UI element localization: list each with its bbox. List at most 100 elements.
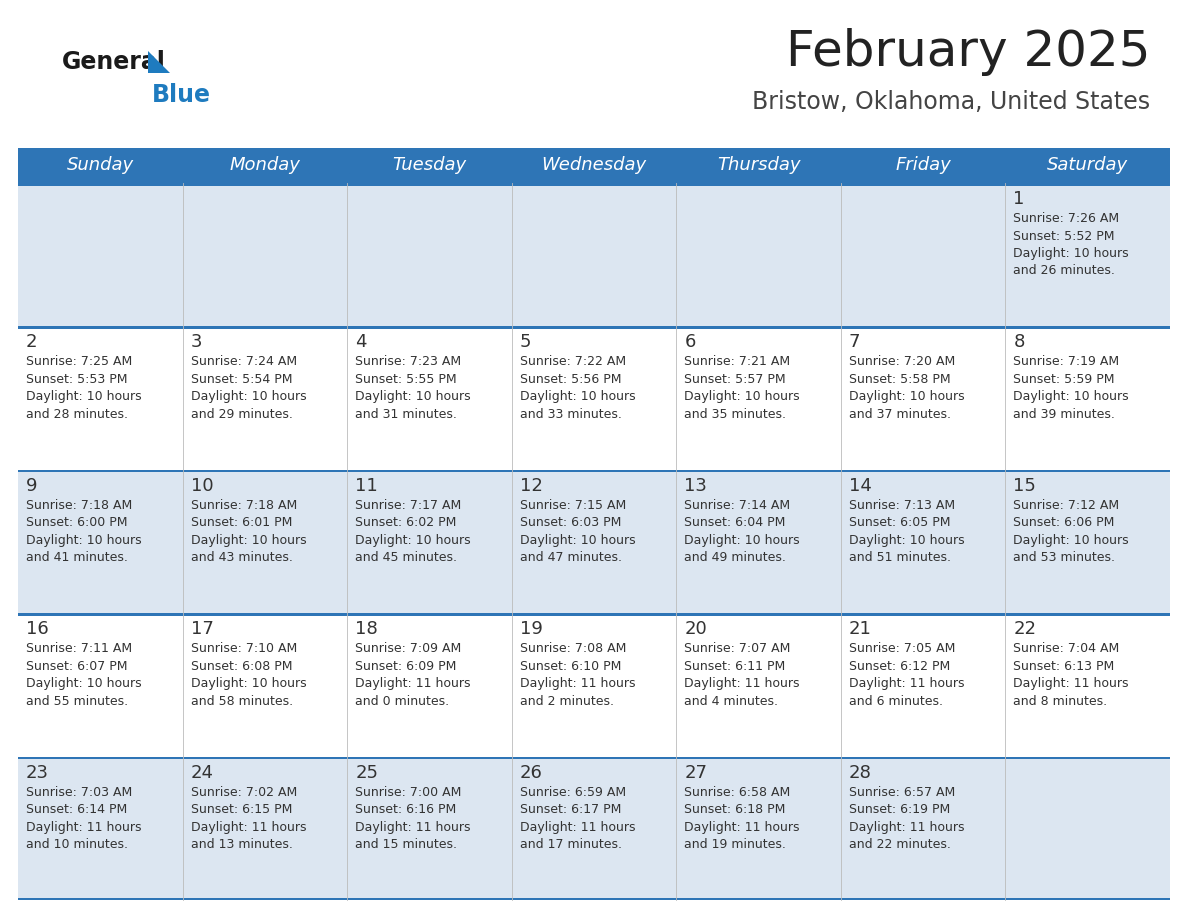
Text: Daylight: 10 hours: Daylight: 10 hours [26,533,141,547]
Text: Daylight: 11 hours: Daylight: 11 hours [355,821,470,834]
Text: 9: 9 [26,476,38,495]
Text: General: General [62,50,166,74]
Text: 22: 22 [1013,621,1036,638]
Text: and 37 minutes.: and 37 minutes. [849,408,950,420]
Text: Sunset: 6:05 PM: Sunset: 6:05 PM [849,516,950,530]
Text: February 2025: February 2025 [785,28,1150,76]
Text: 12: 12 [519,476,543,495]
Text: 1: 1 [1013,190,1025,208]
Text: 10: 10 [190,476,213,495]
Text: Sunset: 6:15 PM: Sunset: 6:15 PM [190,803,292,816]
Text: and 33 minutes.: and 33 minutes. [519,408,621,420]
Text: Sunrise: 7:15 AM: Sunrise: 7:15 AM [519,498,626,512]
Text: Sunrise: 7:00 AM: Sunrise: 7:00 AM [355,786,461,799]
Text: Sunrise: 7:13 AM: Sunrise: 7:13 AM [849,498,955,512]
Text: and 53 minutes.: and 53 minutes. [1013,552,1116,565]
Text: and 8 minutes.: and 8 minutes. [1013,695,1107,708]
Text: Sunset: 6:07 PM: Sunset: 6:07 PM [26,660,127,673]
Text: 19: 19 [519,621,543,638]
Text: and 47 minutes.: and 47 minutes. [519,552,621,565]
Text: and 19 minutes.: and 19 minutes. [684,838,786,851]
Text: Sunset: 5:58 PM: Sunset: 5:58 PM [849,373,950,386]
Text: 27: 27 [684,764,707,781]
Polygon shape [148,51,170,73]
Bar [18,183,1170,327]
Text: Saturday: Saturday [1047,156,1129,174]
Text: and 49 minutes.: and 49 minutes. [684,552,786,565]
Text: Sunrise: 7:26 AM: Sunrise: 7:26 AM [1013,212,1119,225]
Bar [18,148,1170,183]
Bar [18,183,1170,185]
Text: 21: 21 [849,621,872,638]
Text: and 22 minutes.: and 22 minutes. [849,838,950,851]
Text: Daylight: 10 hours: Daylight: 10 hours [26,677,141,690]
Text: 23: 23 [26,764,49,781]
Text: and 31 minutes.: and 31 minutes. [355,408,457,420]
Bar [18,613,1170,756]
Text: Daylight: 11 hours: Daylight: 11 hours [26,821,141,834]
Text: Sunset: 6:10 PM: Sunset: 6:10 PM [519,660,621,673]
Text: 7: 7 [849,333,860,352]
Bar [18,327,1170,329]
Text: Sunset: 6:11 PM: Sunset: 6:11 PM [684,660,785,673]
Text: Sunrise: 7:23 AM: Sunrise: 7:23 AM [355,355,461,368]
Text: Sunrise: 7:08 AM: Sunrise: 7:08 AM [519,643,626,655]
Text: Daylight: 11 hours: Daylight: 11 hours [519,821,636,834]
Text: and 39 minutes.: and 39 minutes. [1013,408,1116,420]
Text: Tuesday: Tuesday [392,156,467,174]
Text: Sunset: 6:03 PM: Sunset: 6:03 PM [519,516,621,530]
Text: 8: 8 [1013,333,1025,352]
Text: and 28 minutes.: and 28 minutes. [26,408,128,420]
Text: Bristow, Oklahoma, United States: Bristow, Oklahoma, United States [752,90,1150,114]
Text: Sunset: 6:16 PM: Sunset: 6:16 PM [355,803,456,816]
Text: and 41 minutes.: and 41 minutes. [26,552,128,565]
Text: 2: 2 [26,333,38,352]
Text: Sunrise: 7:10 AM: Sunrise: 7:10 AM [190,643,297,655]
Text: and 26 minutes.: and 26 minutes. [1013,264,1116,277]
Text: Sunset: 6:00 PM: Sunset: 6:00 PM [26,516,127,530]
Text: and 13 minutes.: and 13 minutes. [190,838,292,851]
Text: Sunrise: 7:21 AM: Sunrise: 7:21 AM [684,355,790,368]
Text: Daylight: 10 hours: Daylight: 10 hours [1013,390,1129,403]
Text: Sunrise: 7:19 AM: Sunrise: 7:19 AM [1013,355,1119,368]
Text: Sunrise: 7:14 AM: Sunrise: 7:14 AM [684,498,790,512]
Text: and 15 minutes.: and 15 minutes. [355,838,457,851]
Text: 28: 28 [849,764,872,781]
Text: Sunset: 6:19 PM: Sunset: 6:19 PM [849,803,950,816]
Text: and 17 minutes.: and 17 minutes. [519,838,621,851]
Text: Sunrise: 7:09 AM: Sunrise: 7:09 AM [355,643,461,655]
Text: Sunset: 6:17 PM: Sunset: 6:17 PM [519,803,621,816]
Text: Sunrise: 7:11 AM: Sunrise: 7:11 AM [26,643,132,655]
Text: Daylight: 10 hours: Daylight: 10 hours [190,390,307,403]
Text: Daylight: 11 hours: Daylight: 11 hours [355,677,470,690]
Text: Daylight: 10 hours: Daylight: 10 hours [190,533,307,547]
Text: Daylight: 11 hours: Daylight: 11 hours [190,821,307,834]
Text: and 55 minutes.: and 55 minutes. [26,695,128,708]
Text: and 43 minutes.: and 43 minutes. [190,552,292,565]
Text: Daylight: 10 hours: Daylight: 10 hours [684,390,800,403]
Text: 3: 3 [190,333,202,352]
Text: Daylight: 10 hours: Daylight: 10 hours [684,533,800,547]
Bar [18,756,1170,759]
Text: 6: 6 [684,333,696,352]
Text: Sunset: 6:14 PM: Sunset: 6:14 PM [26,803,127,816]
Text: Thursday: Thursday [716,156,801,174]
Text: Sunset: 5:56 PM: Sunset: 5:56 PM [519,373,621,386]
Text: Daylight: 10 hours: Daylight: 10 hours [1013,247,1129,260]
Text: 25: 25 [355,764,378,781]
Bar [18,470,1170,472]
Text: Sunset: 6:04 PM: Sunset: 6:04 PM [684,516,785,530]
Text: Daylight: 10 hours: Daylight: 10 hours [519,533,636,547]
Text: Sunrise: 7:24 AM: Sunrise: 7:24 AM [190,355,297,368]
Text: Daylight: 10 hours: Daylight: 10 hours [849,533,965,547]
Text: Sunset: 6:06 PM: Sunset: 6:06 PM [1013,516,1114,530]
Text: Sunrise: 6:58 AM: Sunrise: 6:58 AM [684,786,790,799]
Text: Sunrise: 7:04 AM: Sunrise: 7:04 AM [1013,643,1119,655]
Text: Sunrise: 7:18 AM: Sunrise: 7:18 AM [26,498,132,512]
Text: Sunset: 5:59 PM: Sunset: 5:59 PM [1013,373,1114,386]
Text: Sunrise: 7:25 AM: Sunrise: 7:25 AM [26,355,132,368]
Text: Sunset: 6:18 PM: Sunset: 6:18 PM [684,803,785,816]
Text: Sunset: 5:55 PM: Sunset: 5:55 PM [355,373,456,386]
Text: Sunrise: 7:17 AM: Sunrise: 7:17 AM [355,498,461,512]
Text: Daylight: 11 hours: Daylight: 11 hours [684,677,800,690]
